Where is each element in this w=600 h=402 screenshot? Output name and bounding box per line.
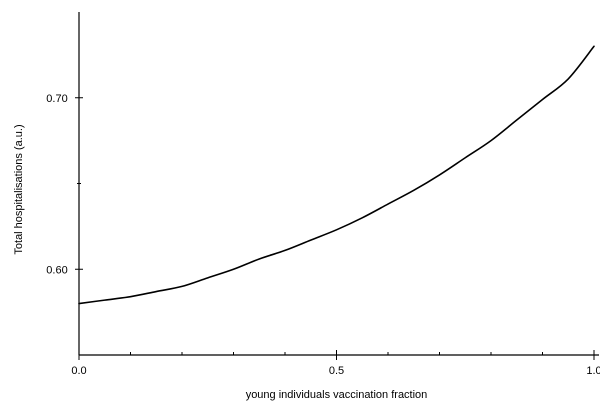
ticks [75, 97, 595, 360]
y-axis-label: Total hospitalisations (a.u.) [13, 124, 25, 254]
x-tick-label: 0.5 [329, 365, 344, 377]
series-layer [78, 45, 595, 305]
x-axis-label: young individuals vaccination fraction [246, 389, 428, 401]
axes [78, 12, 599, 356]
tick-labels: 0.0 0.5 1.0 0.60 0.70 [46, 93, 600, 377]
y-tick-label: 0.60 [46, 264, 67, 276]
y-tick-label: 0.70 [46, 93, 67, 105]
x-tick-label: 1.0 [586, 365, 600, 377]
series-line [78, 45, 595, 305]
x-tick-label: 0.0 [71, 365, 86, 377]
